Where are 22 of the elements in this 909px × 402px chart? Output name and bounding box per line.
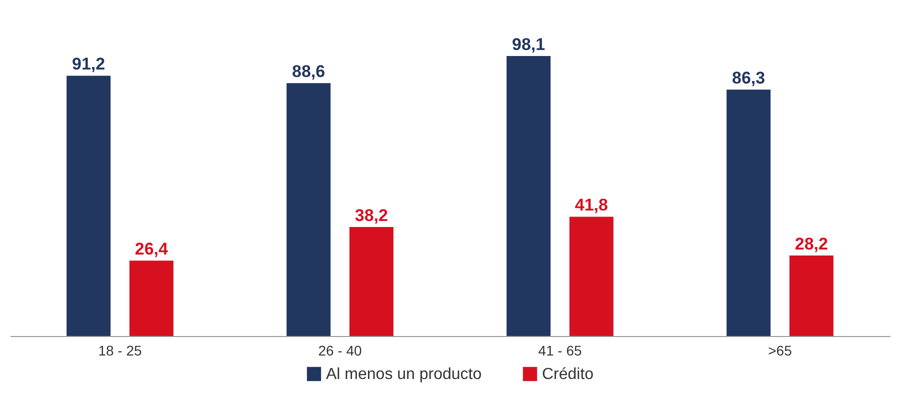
- legend-label: Al menos un producto: [326, 366, 482, 383]
- x-tick-label: >65: [768, 342, 792, 358]
- x-tick-label: 18 - 25: [98, 342, 142, 358]
- data-label: 38,2: [354, 206, 388, 225]
- bar: [286, 83, 331, 336]
- x-tick-label: 41 - 65: [538, 342, 582, 358]
- data-label: 91,2: [72, 54, 106, 74]
- data-label: 88,6: [292, 62, 326, 82]
- legend-label: Crédito: [542, 366, 594, 383]
- bar: [66, 76, 111, 336]
- data-label: 86,3: [732, 68, 766, 88]
- bar: [129, 260, 174, 336]
- bar: [726, 90, 771, 336]
- x-tick-label: 26 - 40: [318, 342, 362, 358]
- bar: [789, 256, 834, 336]
- data-label: 41,8: [574, 196, 608, 215]
- bar: [569, 216, 614, 336]
- bar: [349, 226, 394, 336]
- data-label: 26,4: [134, 240, 169, 259]
- data-label: 98,1: [512, 35, 546, 54]
- bar: [506, 56, 551, 336]
- data-label: 28,2: [794, 234, 828, 254]
